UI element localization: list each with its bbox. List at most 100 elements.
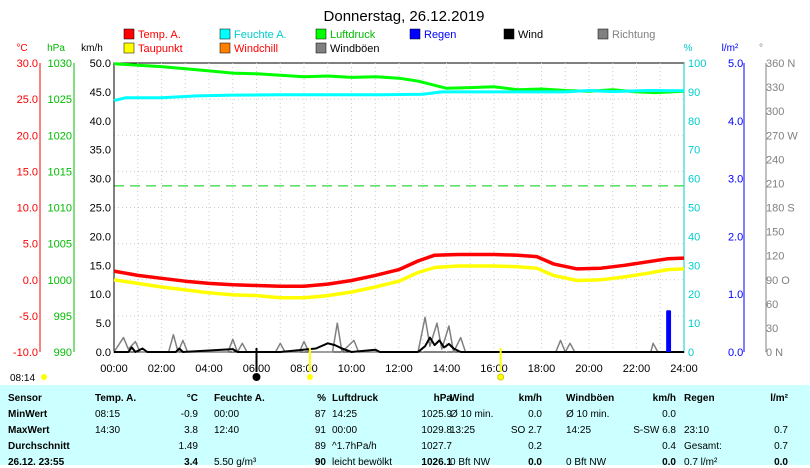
legend-label: Richtung — [612, 29, 655, 41]
stats-header: l/m² — [770, 393, 788, 404]
temp-tick-label: -5.0 — [19, 311, 38, 323]
stats-cell: 1.49 — [178, 441, 198, 452]
direction-tick-label: 270 W — [766, 130, 798, 142]
sunset-marker — [497, 373, 505, 381]
legend-swatch — [219, 28, 231, 40]
temp-tick-label: -10.0 — [13, 347, 38, 359]
stats-cell: 00:00 — [214, 409, 240, 420]
temp-tick-label: 5.0 — [23, 239, 38, 251]
direction-tick-label: 30 — [766, 323, 778, 335]
stats-cell: 3.8 — [184, 425, 198, 436]
temp-tick-label: 15.0 — [17, 166, 38, 178]
stats-header: Regen — [684, 393, 715, 404]
stats-header: °C — [186, 393, 198, 404]
moon-marker — [252, 373, 261, 381]
wind-tick-label: 35.0 — [90, 145, 111, 157]
stats-cell: 13:25 — [450, 425, 476, 436]
stats-cell: 90 — [314, 457, 326, 468]
legend-swatch — [123, 28, 135, 40]
stats-cell: 08:15 — [95, 409, 121, 420]
wind-tick-label: 25.0 — [90, 203, 111, 215]
stats-header: Luftdruck — [332, 393, 379, 404]
stats-cell: 1027.7 — [421, 441, 452, 452]
wind-tick-label: 50.0 — [90, 58, 111, 70]
pressure-tick-label: 1005 — [48, 239, 72, 251]
direction-tick-label: 180 S — [766, 203, 795, 215]
stats-cell: Ø 10 min. — [450, 409, 494, 420]
humidity-tick-label: 60 — [688, 174, 700, 186]
series-line-temp-a- — [113, 252, 685, 289]
stats-cell: 87 — [314, 409, 326, 420]
statistics-table: Sensor Temp. A. °C Feuchte A.% Luftdruck hPa W… — [0, 385, 810, 468]
sunrise-marker — [306, 374, 313, 380]
rain-tick-label: 4.0 — [728, 116, 743, 128]
direction-unit-label: ° — [759, 43, 763, 54]
temp-unit-label: °C — [16, 43, 27, 54]
legend-swatch — [597, 28, 609, 40]
humidity-tick-label: 90 — [688, 87, 700, 99]
wind-tick-label: 30.0 — [90, 174, 111, 186]
temp-tick-label: 10.0 — [17, 203, 38, 215]
direction-tick-label: 0 N — [766, 347, 783, 359]
stats-cell: 1026.1 — [421, 457, 452, 468]
stats-cell: Ø 10 min. — [566, 409, 610, 420]
stats-header: km/h — [518, 393, 542, 404]
series-line-wind — [114, 336, 684, 353]
temp-tick-label: 20.0 — [17, 130, 38, 142]
x-tick-label: 12:00 — [385, 363, 413, 375]
pressure-tick-label: 1010 — [48, 203, 72, 215]
direction-tick-label: 300 — [766, 106, 784, 118]
stats-cell: ^1.7hPa/h — [332, 441, 377, 452]
grid — [114, 63, 684, 352]
rain-unit-label: l/m² — [722, 43, 739, 54]
humidity-tick-label: 50 — [688, 203, 700, 215]
x-tick-label: 00:00 — [100, 363, 128, 375]
legend-label: Regen — [424, 29, 456, 41]
wind-tick-label: 0.0 — [96, 347, 111, 359]
humidity-tick-label: 20 — [688, 289, 700, 301]
wind-unit-label: km/h — [81, 43, 103, 54]
wind-tick-label: 5.0 — [96, 318, 111, 330]
stats-cell: 0.7 — [774, 441, 788, 452]
stats-cell: 23:10 — [684, 425, 710, 436]
temp-tick-label: 0.0 — [23, 275, 38, 287]
wind-tick-label: 15.0 — [90, 260, 111, 272]
series-line-feuchte-a- — [113, 89, 685, 103]
series — [113, 62, 685, 353]
stats-cell: 0.7 — [774, 425, 788, 436]
temp-tick-label: 25.0 — [17, 94, 38, 106]
direction-tick-label: 90 O — [766, 275, 790, 287]
stats-cell: 89 — [314, 441, 326, 452]
direction-tick-label: 240 — [766, 154, 784, 166]
humidity-tick-label: 100 — [688, 58, 706, 70]
x-tick-label: 16:00 — [480, 363, 508, 375]
x-tick-label: 24:00 — [670, 363, 698, 375]
stats-header: hPa — [433, 393, 452, 404]
wind-tick-label: 20.0 — [90, 231, 111, 243]
direction-tick-label: 120 — [766, 251, 784, 263]
x-tick-label: 22:00 — [623, 363, 651, 375]
stats-cell: 0.0 — [662, 409, 676, 420]
stats-row-label: MinWert — [8, 409, 48, 420]
stats-cell: 14:25 — [332, 409, 358, 420]
direction-tick-label: 150 — [766, 227, 784, 239]
rain-tick-label: 2.0 — [728, 231, 743, 243]
legend-swatch — [315, 42, 327, 54]
legend-swatch — [503, 28, 515, 40]
pressure-tick-label: 1025 — [48, 94, 72, 106]
pressure-tick-label: 1030 — [48, 58, 72, 70]
humidity-tick-label: 0 — [688, 347, 694, 359]
temp-tick-label: 30.0 — [17, 58, 38, 70]
stats-cell: Gesamt: — [684, 441, 722, 452]
rain-tick-label: 1.0 — [728, 289, 743, 301]
legend-label: Windböen — [330, 43, 380, 55]
stats-row-label: MaxWert — [8, 425, 50, 436]
stats-row-label: 26.12. 23:55 — [8, 457, 65, 468]
legend-label: Wind — [518, 29, 543, 41]
direction-tick-label: 60 — [766, 299, 778, 311]
pressure-tick-label: 995 — [54, 311, 72, 323]
pressure-tick-label: 1020 — [48, 130, 72, 142]
series-line-taupunkt — [113, 264, 685, 300]
stats-cell: 0.0 — [662, 457, 676, 468]
legend-swatch — [219, 42, 231, 54]
